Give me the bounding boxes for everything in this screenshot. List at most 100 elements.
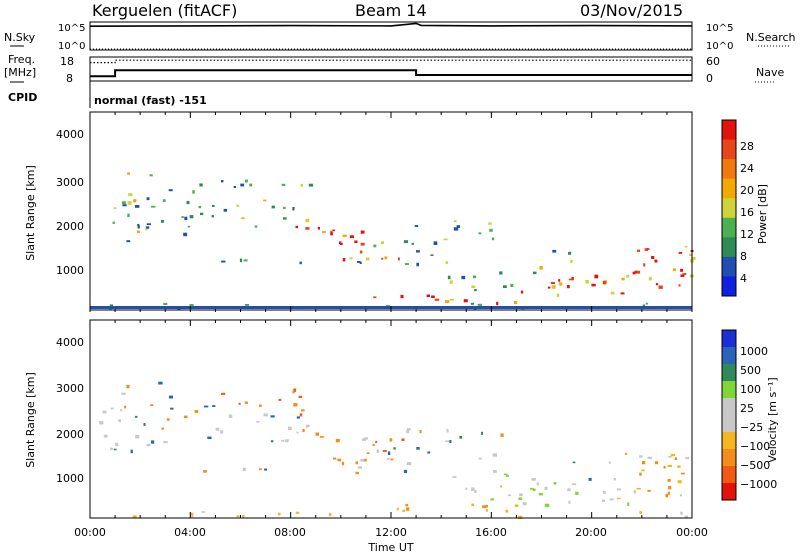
velocity-cell <box>102 410 107 414</box>
power-cell <box>199 183 203 187</box>
power-cell <box>151 205 156 208</box>
velocity-cell <box>522 502 527 506</box>
power-ylabel: Slant Range [km] <box>24 165 37 261</box>
velocity-cell <box>575 491 579 495</box>
cpid-text: normal (fast) -151 <box>94 94 207 107</box>
power-cell <box>620 292 625 295</box>
power-cell <box>137 230 140 234</box>
power-cell <box>568 251 572 255</box>
power-cell <box>550 282 555 284</box>
power-cell <box>308 183 314 187</box>
velocity-colorbar-swatch <box>722 466 736 484</box>
freq-left-tick-top: 18 <box>60 55 74 68</box>
velocity-cell <box>236 515 240 518</box>
power-cell <box>411 242 414 245</box>
velocity-cbar-tick-neg1000: −1000 <box>740 478 777 491</box>
power-cell <box>244 304 250 306</box>
power-cell <box>133 199 137 203</box>
velocity-cell <box>355 461 358 465</box>
velocity-cell <box>151 440 155 444</box>
velocity-cell <box>387 451 391 455</box>
velocity-cell <box>465 487 468 490</box>
power-heatmap <box>90 172 696 310</box>
power-cell <box>137 225 140 229</box>
power-panel: Slant Range [km] 4000 3000 2000 1000 28 … <box>24 111 769 311</box>
power-cell <box>678 252 683 254</box>
power-cell <box>648 276 652 281</box>
power-cell <box>339 241 342 245</box>
velocity-cell <box>201 511 206 513</box>
velocity-cell <box>568 500 571 504</box>
velocity-cell <box>553 482 557 485</box>
power-cbar-tick-20: 20 <box>740 184 754 197</box>
power-cell <box>471 285 476 289</box>
velocity-cell <box>641 469 645 472</box>
velocity-ytick-1000: 1000 <box>56 472 84 485</box>
velocity-cell <box>482 505 487 509</box>
power-cell <box>443 238 448 241</box>
x-axis-label: Time UT <box>367 541 413 554</box>
power-cell <box>299 261 302 265</box>
freq-unit: [MHz] <box>4 66 36 79</box>
power-cell <box>181 216 184 219</box>
power-cell <box>477 303 482 308</box>
velocity-cell <box>609 498 614 501</box>
nave-right-tick-bottom: 0 <box>706 72 713 85</box>
velocity-frame <box>89 319 693 519</box>
velocity-cell <box>207 436 212 439</box>
power-cell <box>354 240 358 243</box>
power-frame <box>89 111 693 311</box>
xtick-2000: 20:00 <box>575 526 607 539</box>
power-cell <box>658 285 663 289</box>
cpid-label: CPID <box>8 91 37 104</box>
date-title: 03/Nov/2015 <box>580 1 683 20</box>
power-cell <box>559 282 563 286</box>
power-cell <box>360 230 365 234</box>
power-cell <box>499 271 503 275</box>
power-colorbar-swatch <box>722 217 736 238</box>
power-cell <box>610 291 615 295</box>
velocity-cell <box>118 419 121 423</box>
velocity-cell <box>386 458 390 461</box>
velocity-cell <box>471 487 475 491</box>
power-cbar-label: Power [dB] <box>756 184 769 244</box>
power-cell <box>434 298 440 301</box>
velocity-cell <box>567 488 571 492</box>
power-cell <box>373 244 377 248</box>
velocity-cell <box>328 513 332 517</box>
power-cell <box>680 274 685 277</box>
freq-panel: Freq. [MHz] 18 8 60 0 Nave <box>4 53 784 85</box>
power-cell <box>211 205 215 207</box>
power-cell <box>146 223 151 226</box>
power-cell <box>127 201 132 205</box>
power-cell <box>239 258 243 263</box>
velocity-cell <box>277 512 281 516</box>
velocity-cell <box>680 472 685 475</box>
velocity-cell <box>449 440 452 444</box>
power-colorbar-swatch <box>722 198 736 219</box>
power-cell <box>547 286 551 289</box>
power-cell <box>489 228 493 232</box>
velocity-cell <box>333 457 337 460</box>
power-cell <box>271 205 275 209</box>
power-cell <box>186 200 190 205</box>
velocity-cell <box>667 491 671 495</box>
power-ytick-1000: 1000 <box>56 264 84 277</box>
velocity-cell <box>242 515 245 519</box>
power-cell <box>403 240 409 244</box>
power-cell <box>646 248 650 250</box>
velocity-cell <box>684 515 688 518</box>
power-cell <box>426 294 430 297</box>
power-cell <box>198 205 202 209</box>
velocity-cell <box>647 456 652 460</box>
velocity-cell <box>685 456 689 460</box>
velocity-cell <box>636 487 641 490</box>
power-cell <box>510 283 514 287</box>
velocity-colorbar-frame <box>721 329 737 501</box>
velocity-colorbar-swatch <box>722 432 736 450</box>
power-cell <box>684 245 688 248</box>
power-ytick-3000: 3000 <box>56 176 84 189</box>
nsky-left-tick-bottom: 10^0 <box>58 41 85 52</box>
velocity-cell <box>221 392 226 395</box>
